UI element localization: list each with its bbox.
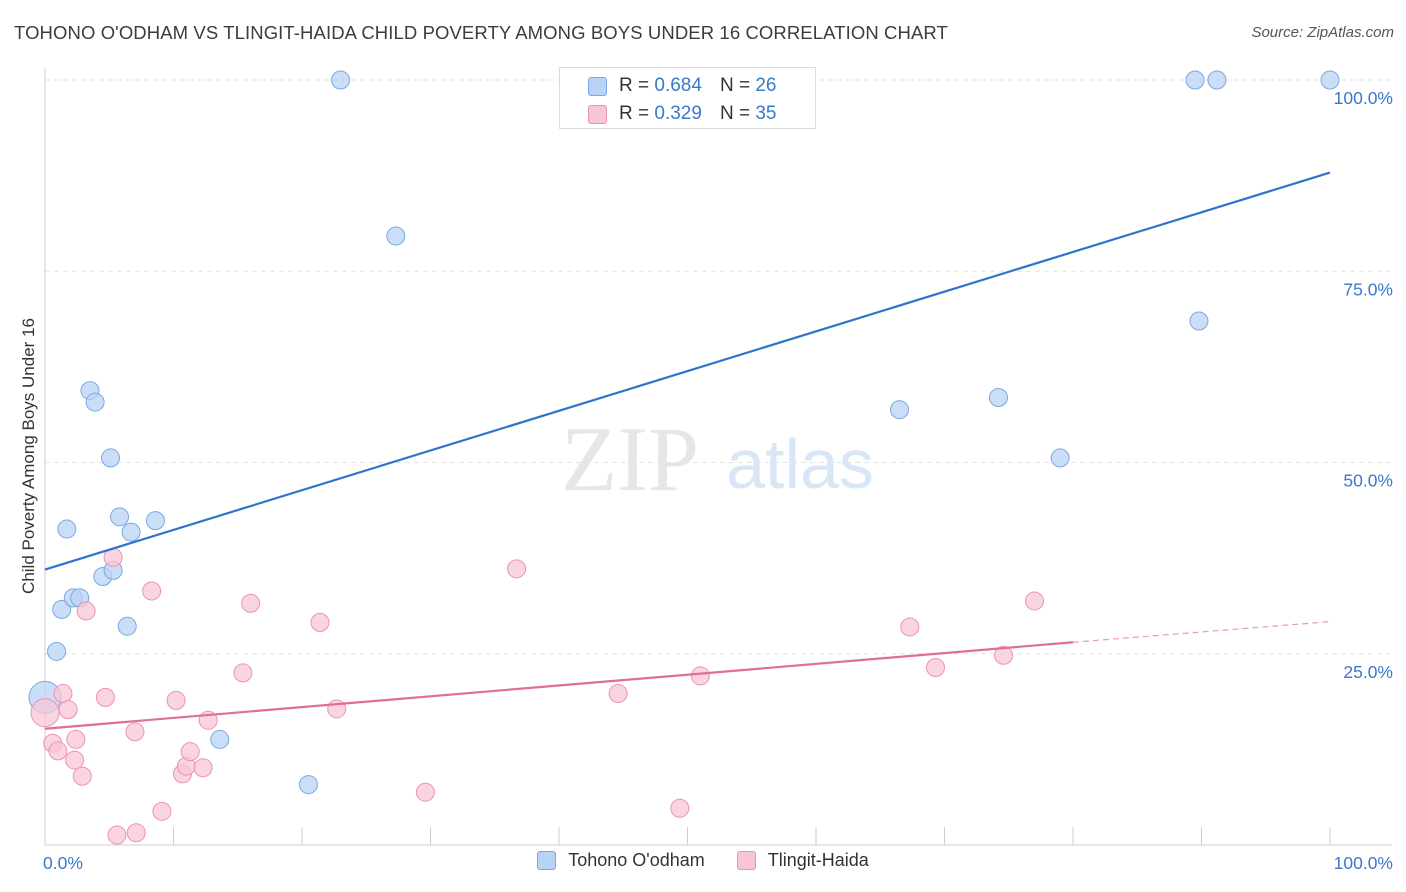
tlingit-point <box>507 559 527 579</box>
tlingit-point <box>65 750 85 770</box>
tlingit-point <box>994 645 1014 665</box>
tlingit-point <box>72 766 92 786</box>
legend-swatch-pink <box>736 851 756 870</box>
legend-r-value: 0.684 <box>654 75 702 96</box>
tlingit-point <box>166 690 186 710</box>
legend-n-label: N = <box>719 103 751 124</box>
grid-layer <box>45 79 1392 655</box>
legend-item-tlingit[interactable]: Tlingit-Haida <box>736 850 869 871</box>
tlingit-point <box>233 663 253 683</box>
y-tick-label: 100.0% <box>1334 88 1393 108</box>
tohono-point <box>47 641 67 661</box>
y-tick-label: 50.0% <box>1343 471 1393 491</box>
tohono-trendline <box>44 171 1331 571</box>
watermark-atlas: atlas <box>726 425 874 503</box>
tlingit-point <box>152 801 172 821</box>
tlingit-point <box>107 825 127 845</box>
tohono-point <box>1189 311 1209 331</box>
tohono-point <box>146 511 166 531</box>
tlingit-point <box>76 601 96 621</box>
axis-layer <box>44 68 1392 846</box>
legend-row-tlingit: R = 0.329 N = 35 <box>560 101 776 127</box>
y-tick-label: 75.0% <box>1343 279 1393 299</box>
tohono-point <box>117 616 137 636</box>
tlingit-point <box>241 593 261 613</box>
tohono-point <box>110 507 130 527</box>
x-tick-label: 100.0% <box>1334 853 1393 873</box>
legend-r-label: R = <box>619 103 650 124</box>
legend-n-value: 26 <box>755 75 777 96</box>
watermark: ZIP atlas <box>561 408 874 510</box>
legend-row-tohono: R = 0.684 N = 26 <box>560 73 776 99</box>
legend-swatch-pink <box>588 104 607 124</box>
tlingit-point <box>670 798 690 818</box>
tlingit-point <box>125 722 145 742</box>
tohono-point <box>1185 70 1205 90</box>
tlingit-point <box>95 687 115 707</box>
watermark-zip: ZIP <box>561 408 699 510</box>
tohono-point <box>1320 70 1340 90</box>
tlingit-point <box>1024 591 1044 611</box>
tick-labels: 100.0% 75.0% 50.0% 25.0% 0.0% 100.0% <box>43 88 1393 873</box>
legend-n-value: 35 <box>755 103 777 124</box>
chart-title: TOHONO O'ODHAM VS TLINGIT-HAIDA CHILD PO… <box>14 22 948 43</box>
x-tick-label: 0.0% <box>43 853 83 873</box>
tohono-point <box>331 70 351 90</box>
tlingit-point <box>310 612 330 632</box>
tohono-point <box>101 448 121 468</box>
tlingit-point <box>53 684 73 704</box>
tohono-point <box>386 226 406 246</box>
tlingit-point <box>48 741 68 761</box>
legend-r-label: R = <box>619 75 650 96</box>
tlingit-trendline <box>44 641 1074 730</box>
correlation-legend: R = 0.684 N = 26 R = 0.329 N = 35 <box>559 67 816 129</box>
legend-swatch-blue <box>537 851 557 870</box>
tohono-point <box>1050 448 1070 468</box>
legend-label: Tlingit-Haida <box>767 850 869 870</box>
legend-item-tohono[interactable]: Tohono O'odham <box>537 850 705 871</box>
tohono-point <box>1207 70 1227 90</box>
tohono-point <box>298 775 318 795</box>
legend-n-label: N = <box>719 75 751 96</box>
tohono-point <box>52 599 72 619</box>
legend-label: Tohono O'odham <box>568 850 705 870</box>
tlingit-point <box>690 666 710 686</box>
tohono-point <box>890 400 910 420</box>
tlingit-point <box>415 782 435 802</box>
legend-r-value: 0.329 <box>654 103 702 124</box>
tlingit-point <box>900 617 920 637</box>
series-legend: Tohono O'odham Tlingit-Haida <box>0 850 1406 871</box>
tlingit-point <box>193 758 213 778</box>
tohono-point <box>121 522 141 542</box>
tohono-point <box>85 392 105 412</box>
legend-swatch-blue <box>588 76 607 96</box>
tohono-point <box>57 519 77 539</box>
tlingit-point <box>58 700 78 720</box>
tlingit-point <box>126 823 146 843</box>
tohono-point <box>210 729 230 749</box>
tlingit-point <box>926 658 946 678</box>
y-tick-label: 25.0% <box>1343 662 1393 682</box>
tlingit-point <box>66 729 86 749</box>
points-layer <box>28 70 1340 845</box>
trend-layer <box>44 171 1331 730</box>
tlingit-point <box>327 699 347 719</box>
tlingit-point <box>142 581 162 601</box>
tlingit-point <box>180 742 200 762</box>
source-credit: Source: ZipAtlas.com <box>1251 24 1394 41</box>
tlingit-point <box>608 684 628 704</box>
tohono-point <box>988 387 1008 407</box>
tlingit-trendline-extension <box>1072 621 1331 643</box>
tlingit-point <box>30 698 60 728</box>
